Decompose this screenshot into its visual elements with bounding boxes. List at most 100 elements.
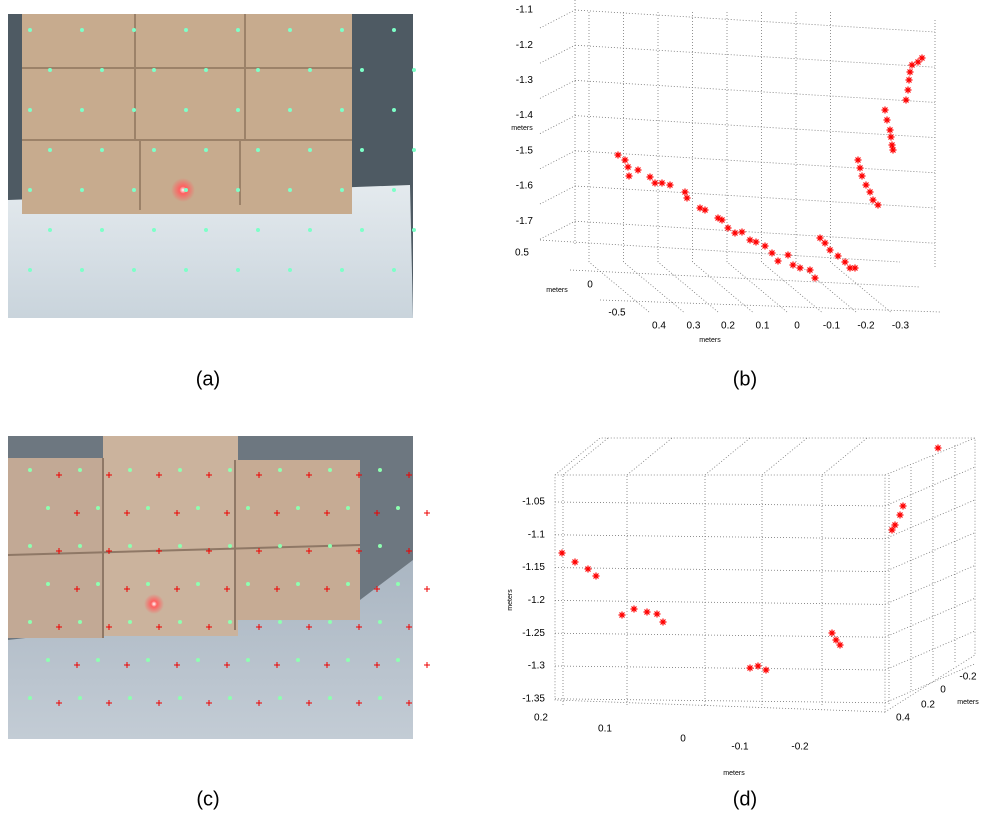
laser-dot (132, 108, 136, 112)
point (618, 611, 626, 619)
laser-dot (46, 506, 50, 510)
grid-line (623, 261, 684, 313)
x-tick-label: 0.2 (534, 713, 548, 724)
z-tick-label: -1.15 (522, 562, 545, 573)
laser-dot (360, 148, 364, 152)
laser-dot (184, 268, 188, 272)
x-tick-label: 0 (794, 321, 800, 332)
detected-point (256, 700, 262, 706)
laser-dot (346, 582, 350, 586)
grid-line (539, 115, 576, 134)
laser-dot (246, 658, 250, 662)
laser-dot (378, 696, 382, 700)
z-tick-label: -1.7 (516, 216, 534, 227)
detected-point (424, 586, 430, 592)
point (625, 172, 633, 180)
laser-dot (396, 658, 400, 662)
point (746, 664, 754, 672)
point (883, 116, 891, 124)
point (666, 181, 674, 189)
grid-line (574, 220, 936, 244)
point (714, 214, 722, 222)
x-axis-label: meters (723, 770, 745, 777)
laser-dot (28, 268, 32, 272)
laser-dot (28, 696, 32, 700)
z-axis-label: meters (511, 125, 533, 132)
point (858, 172, 866, 180)
laser-dot (328, 620, 332, 624)
laser-dot (184, 108, 188, 112)
grid-line (539, 239, 901, 263)
detected-point (106, 624, 112, 630)
laser-dot (246, 582, 250, 586)
detected-point (106, 700, 112, 706)
detected-point (374, 510, 380, 516)
detected-point (306, 700, 312, 706)
grid-line (554, 567, 886, 572)
caption: (d) (733, 788, 757, 810)
grid-line (761, 261, 822, 313)
grid-line (574, 115, 936, 138)
grid-line (554, 501, 886, 507)
y-tick-label: 0.4 (896, 713, 910, 724)
point (851, 264, 859, 272)
point (659, 618, 667, 626)
y-tick-label: 0.2 (921, 700, 935, 711)
point (718, 216, 726, 224)
z-tick-label: -1.5 (516, 145, 534, 156)
laser-dot (340, 108, 344, 112)
point (826, 246, 834, 254)
laser-dot (340, 268, 344, 272)
laser-dot (296, 658, 300, 662)
x-tick-label: 0 (680, 734, 686, 745)
point (653, 610, 661, 618)
x-tick-label: 0.3 (687, 321, 701, 332)
grid-line (539, 185, 576, 205)
laser-dot (152, 228, 156, 232)
y-tick-label: -0.5 (608, 308, 626, 319)
laser-dot (28, 544, 32, 548)
grid-line (761, 437, 808, 476)
laser-dot (96, 506, 100, 510)
grid-line (569, 269, 921, 288)
laser-dot (346, 506, 350, 510)
laser-dot (392, 188, 396, 192)
grid-line (574, 44, 936, 68)
laser-dot (78, 468, 82, 472)
point (630, 605, 638, 613)
laser-dot (48, 228, 52, 232)
laser-dot (78, 620, 82, 624)
laser-dot (152, 148, 156, 152)
z-tick-label: -1.2 (516, 40, 534, 51)
point (934, 444, 942, 452)
detected-point (74, 662, 80, 668)
y-axis-label: meters (957, 699, 979, 706)
y-axis-label: meters (546, 287, 568, 294)
x-tick-label: -0.2 (857, 321, 875, 332)
grid-line (554, 665, 886, 671)
grid-line (704, 437, 751, 476)
laser-dot (288, 268, 292, 272)
laser-dot (328, 696, 332, 700)
point (768, 249, 776, 257)
photo-a (8, 14, 413, 318)
point (832, 636, 840, 644)
point (888, 526, 896, 534)
laser-dot (100, 148, 104, 152)
y-tick-label: 0.5 (515, 248, 529, 259)
laser-dot (288, 188, 292, 192)
point (731, 229, 739, 237)
z-tick-label: -1.35 (522, 693, 545, 704)
detected-point (324, 510, 330, 516)
laser-dot (28, 28, 32, 32)
y-tick-label: 0 (587, 280, 593, 291)
laser-dot (228, 544, 232, 548)
laser-dot (228, 620, 232, 624)
point (761, 242, 769, 250)
point (854, 156, 862, 164)
detected-point (206, 700, 212, 706)
grid-line (830, 261, 891, 313)
laser-dot (132, 28, 136, 32)
laser-dot (48, 148, 52, 152)
laser-dot (152, 68, 156, 72)
